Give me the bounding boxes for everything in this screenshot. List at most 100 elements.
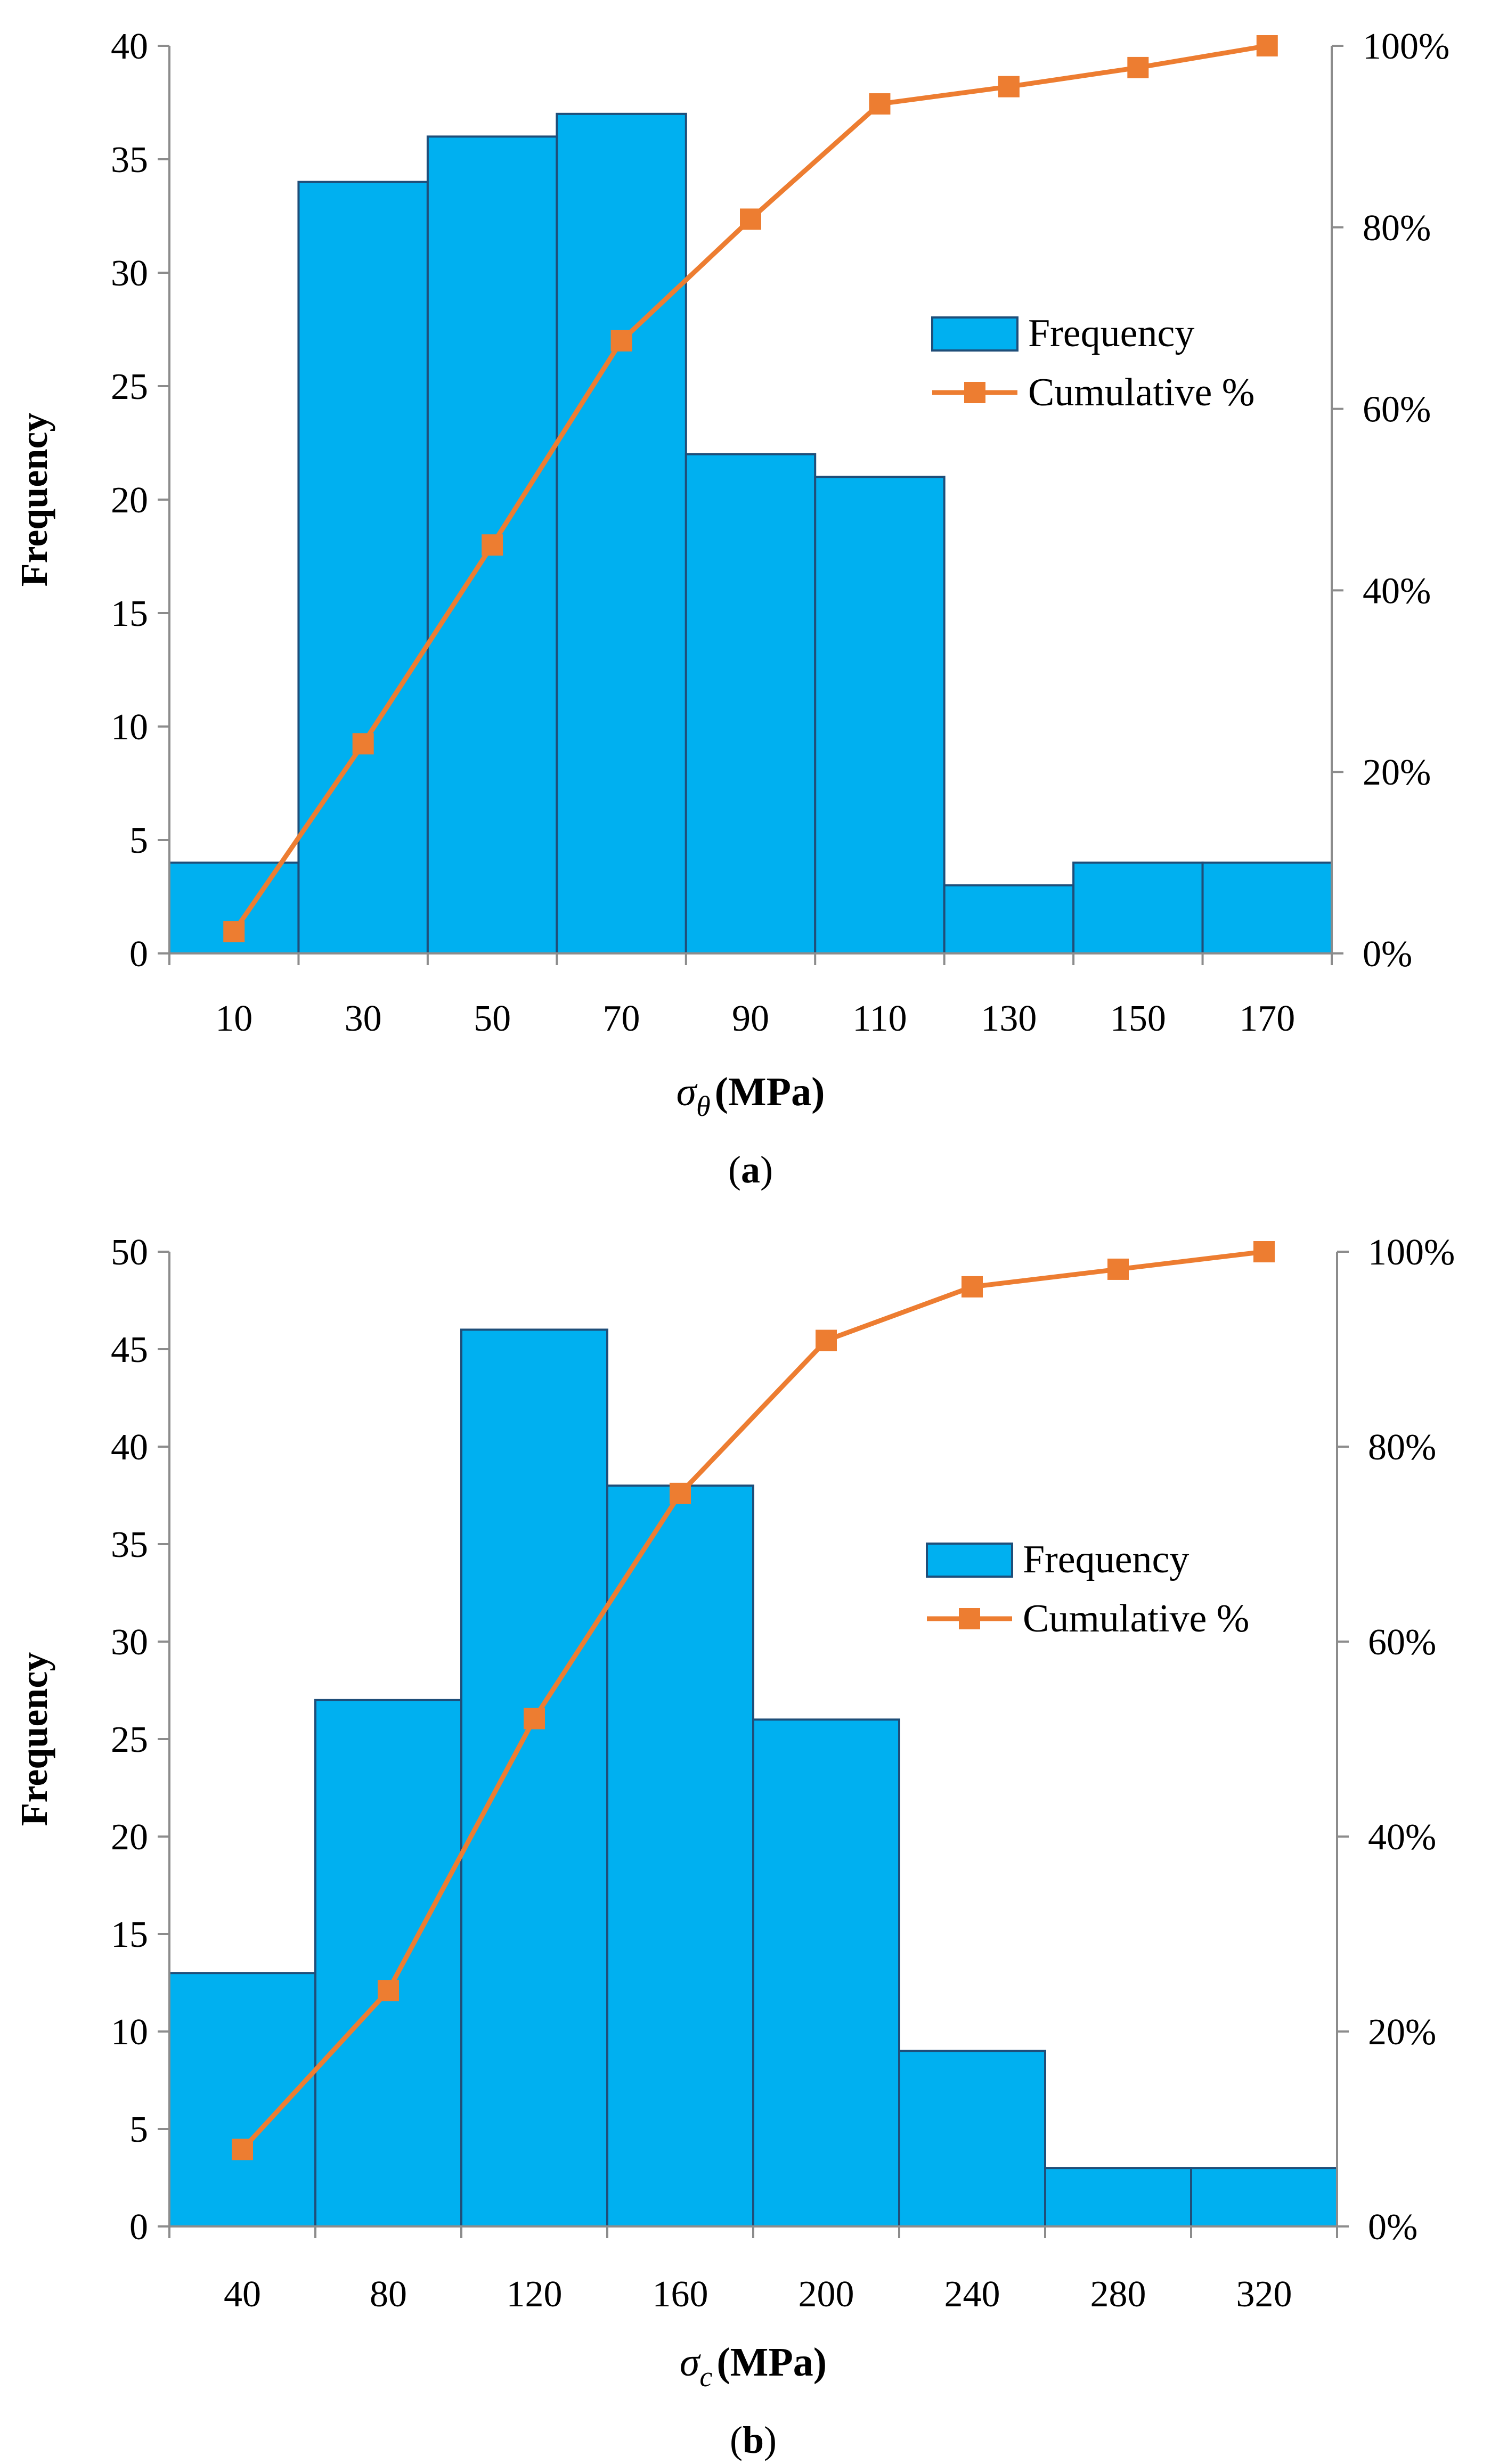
x-tick-label: 200 (799, 2274, 854, 2315)
caption-letter: a (741, 1148, 760, 1191)
x-tick-label: 70 (603, 998, 640, 1039)
x-tick-label: 30 (345, 998, 382, 1039)
x-tick-label: 150 (1110, 998, 1166, 1039)
panel-caption: (a) (728, 1148, 773, 1191)
x-axis-subscript: c (699, 2361, 712, 2393)
x-tick-label: 90 (732, 998, 769, 1039)
y-tick-label: 5 (129, 2109, 148, 2150)
frequency-bar (314, 1699, 462, 2228)
cumulative-marker (962, 1276, 983, 1298)
y-axis-title: Frequency (13, 413, 55, 587)
y-tick-label: 40 (111, 26, 148, 67)
y-tick-label: 35 (111, 140, 148, 181)
x-axis-symbol: σ (680, 2340, 701, 2385)
cumulative-marker (998, 76, 1020, 97)
y-tick-label: 10 (111, 2012, 148, 2053)
y2-tick-label: 60% (1363, 389, 1431, 430)
y2-tick-label: 60% (1368, 1622, 1436, 1663)
caption-close-paren: ) (760, 1148, 773, 1191)
panel-caption: (b) (730, 2419, 777, 2461)
cumulative-marker (232, 2139, 253, 2160)
caption-open-paren: ( (728, 1148, 741, 1191)
frequency-bar (297, 181, 429, 955)
x-tick-label: 240 (944, 2274, 1000, 2315)
y-tick-label: 50 (111, 1232, 148, 1273)
y-tick-label: 15 (111, 593, 148, 634)
y2-tick-label: 80% (1363, 208, 1431, 249)
frequency-bar (606, 1484, 754, 2228)
cumulative-marker (1253, 1241, 1275, 1262)
y2-tick-label: 20% (1363, 752, 1431, 793)
y-tick-label: 5 (129, 820, 148, 861)
y-tick-label: 40 (111, 1427, 148, 1468)
x-tick-label: 10 (215, 998, 252, 1039)
x-axis-symbol: σ (677, 1070, 698, 1114)
x-axis-unit: (MPa) (715, 1070, 825, 1114)
frequency-bar (1190, 2167, 1338, 2228)
cumulative-marker (1107, 1258, 1129, 1280)
legend-swatch-frequency (931, 316, 1019, 352)
y-tick-label: 25 (111, 366, 148, 407)
y-tick-label: 30 (111, 253, 148, 294)
y2-tick-label: 40% (1368, 1817, 1436, 1858)
caption-close-paren: ) (764, 2419, 777, 2461)
y2-tick-label: 0% (1368, 2207, 1417, 2248)
x-tick-label: 170 (1239, 998, 1295, 1039)
cumulative-marker (378, 1980, 399, 2002)
x-tick-label: 160 (653, 2274, 708, 2315)
y2-tick-label: 0% (1363, 934, 1412, 975)
x-tick-label: 130 (981, 998, 1037, 1039)
x-axis-title: σθ (MPa) (677, 1070, 825, 1122)
frequency-bar (1201, 861, 1333, 954)
chart-panel-b: 0 5 10 15 20 25 30 35 40 45 50 0% 20% 40% 60% 80% 100% 40… (13, 1232, 1455, 2461)
y2-tick-label: 80% (1368, 1427, 1436, 1468)
cumulative-marker (869, 93, 891, 115)
x-tick-label: 80 (370, 2274, 407, 2315)
y-tick-label: 10 (111, 707, 148, 748)
x-tick-label: 320 (1236, 2274, 1292, 2315)
y-tick-label: 25 (111, 1719, 148, 1760)
y-tick-label: 20 (111, 1817, 148, 1858)
frequency-bar (1044, 2167, 1192, 2228)
x-axis-title: σc (MPa) (680, 2340, 827, 2393)
y2-tick-label: 100% (1363, 26, 1449, 67)
cumulative-marker (482, 534, 503, 556)
y2-tick-label: 20% (1368, 2012, 1436, 2053)
legend-label-frequency: Frequency (1023, 1538, 1189, 1581)
x-tick-label: 280 (1090, 2274, 1146, 2315)
legend-label-cumulative: Cumulative % (1028, 371, 1254, 414)
y-tick-label: 15 (111, 1914, 148, 1955)
frequency-bar (460, 1328, 608, 2228)
y-tick-label: 0 (129, 934, 148, 975)
x-tick-label: 40 (224, 2274, 261, 2315)
legend-marker-cumulative (959, 1608, 980, 1629)
y2-tick-label: 40% (1363, 570, 1431, 611)
y-tick-label: 35 (111, 1524, 148, 1565)
cumulative-marker (352, 733, 374, 755)
legend-marker-cumulative (964, 382, 985, 403)
frequency-bar (685, 453, 817, 954)
cumulative-line (240, 1249, 1265, 2151)
frequency-bar (814, 476, 946, 954)
cumulative-marker (1127, 56, 1149, 78)
legend-label-cumulative: Cumulative % (1023, 1597, 1249, 1641)
legend-label-frequency: Frequency (1028, 312, 1194, 355)
legend-swatch-frequency (926, 1543, 1013, 1578)
y-axis-title: Frequency (13, 1652, 55, 1826)
x-axis-subscript: θ (696, 1090, 711, 1122)
caption-letter: b (743, 2419, 764, 2461)
x-axis-unit: (MPa) (716, 2340, 827, 2385)
cumulative-marker (223, 921, 245, 943)
y-tick-label: 45 (111, 1329, 148, 1370)
chart-panel-a: 0 5 10 15 20 25 30 35 40 0% 20% 40% 60% 80% 100% 10 30 50… (13, 26, 1449, 1191)
caption-open-paren: ( (730, 2419, 743, 2461)
cumulative-marker (610, 330, 632, 352)
frequency-bar (168, 1972, 316, 2228)
cumulative-marker (740, 208, 761, 230)
y-tick-label: 30 (111, 1622, 148, 1663)
x-tick-label: 110 (852, 998, 907, 1039)
y-tick-label: 0 (129, 2207, 148, 2248)
cumulative-marker (524, 1708, 545, 1729)
frequency-bar (752, 1718, 900, 2228)
